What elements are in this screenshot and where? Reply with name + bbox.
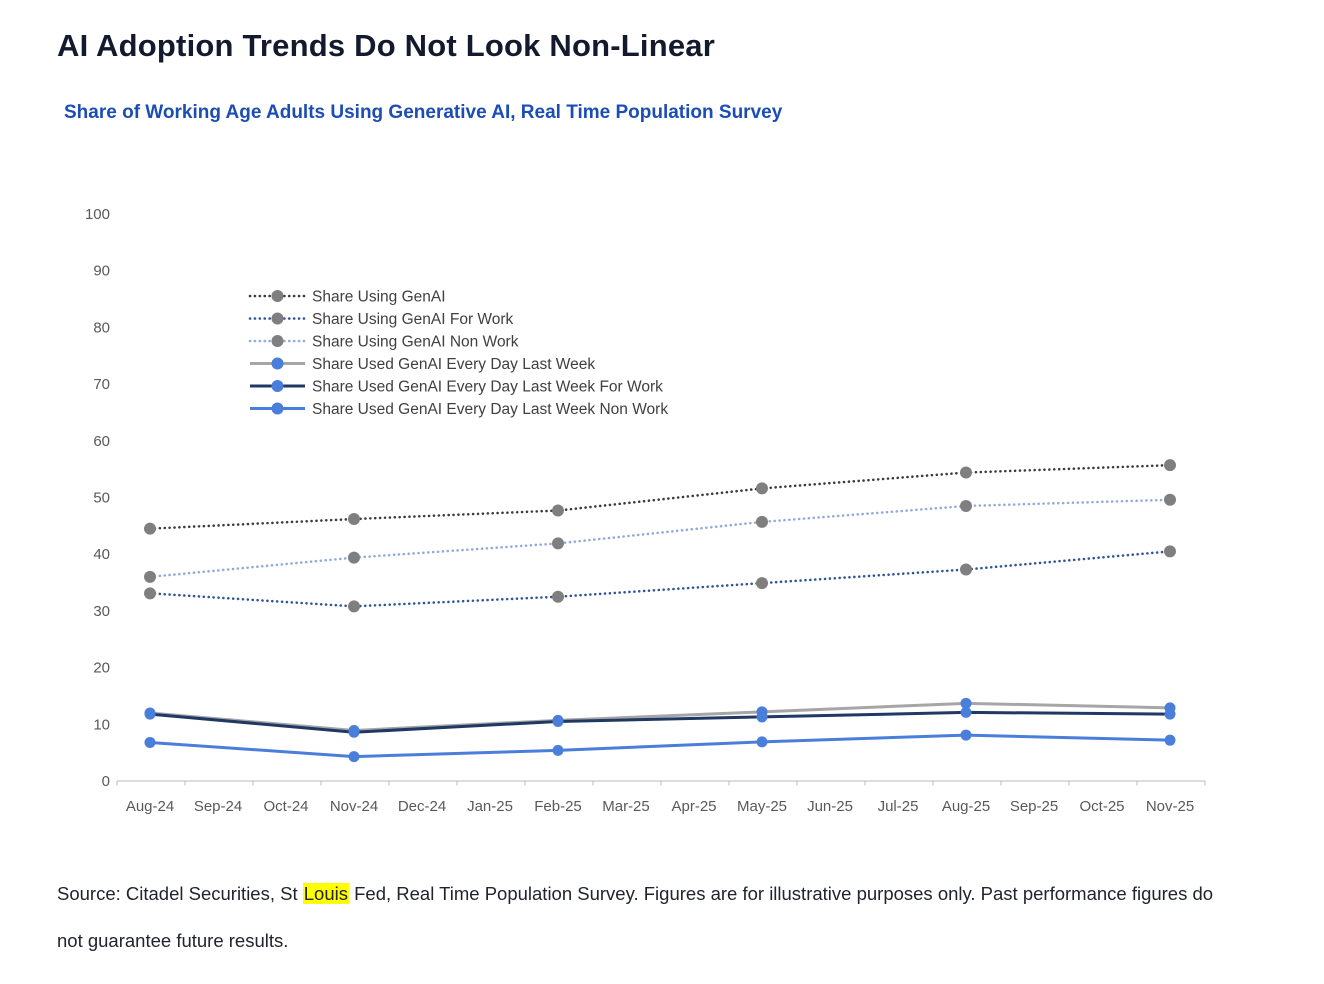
x-axis-label: Dec-24: [398, 798, 446, 815]
x-axis-label: Jul-25: [878, 798, 919, 815]
x-axis-label: Nov-24: [330, 798, 378, 815]
x-axis-label: Mar-25: [602, 798, 650, 815]
y-axis-label: 80: [93, 319, 110, 336]
series-marker-share-using-genai-non-work: [552, 537, 564, 550]
series-marker-share-used-genai-every-day-last-week-for-work: [756, 711, 768, 723]
source-note: Source: Citadel Securities, St Louis Fed…: [57, 870, 1222, 964]
x-axis-label: Sep-25: [1010, 798, 1058, 815]
y-axis-label: 70: [93, 376, 110, 393]
series-marker-share-using-genai-for-work: [1164, 545, 1176, 558]
series-line-share-used-genai-every-day-last-week-for-work: [148, 710, 1172, 734]
series-marker-share-using-genai-non-work: [960, 500, 972, 513]
series-marker-share-used-genai-every-day-last-week-non-work: [756, 736, 768, 748]
y-axis-label: 0: [102, 773, 110, 790]
source-highlighted-word: Louis: [302, 883, 349, 904]
series-marker-share-using-genai: [960, 466, 972, 479]
y-axis-label: 40: [93, 546, 110, 563]
y-axis-label: 100: [85, 206, 110, 223]
x-axis-label: May-25: [737, 798, 787, 815]
legend-marker: [271, 380, 284, 392]
legend-label: Share Using GenAI For Work: [312, 311, 514, 328]
y-axis-label: 10: [93, 716, 110, 733]
legend-label: Share Used GenAI Every Day Last Week For…: [312, 379, 663, 396]
source-text-before: Source: Citadel Securities, St: [57, 883, 303, 904]
legend-item-share-used-genai-every-day-last-week: Share Used GenAI Every Day Last Week: [250, 356, 595, 373]
series-marker-share-using-genai-for-work: [348, 600, 360, 613]
y-axis-label: 30: [93, 603, 110, 620]
series-marker-share-using-genai: [144, 522, 156, 535]
legend-item-share-using-genai-for-work: Share Using GenAI For Work: [248, 311, 514, 328]
series-line-share-using-genai-for-work: [148, 550, 1172, 608]
series-marker-share-used-genai-every-day-last-week-non-work: [960, 729, 972, 741]
legend-label: Share Used GenAI Every Day Last Week: [312, 356, 595, 373]
chart-subtitle: Share of Working Age Adults Using Genera…: [64, 102, 783, 123]
series-marker-share-using-genai-non-work: [144, 570, 156, 583]
series-marker-share-using-genai-non-work: [1164, 493, 1176, 506]
x-axis-label: Aug-25: [942, 798, 990, 815]
legend-marker: [271, 290, 284, 302]
legend-marker: [271, 335, 284, 347]
series-marker-share-used-genai-every-day-last-week-for-work: [348, 726, 360, 738]
series-marker-share-used-genai-every-day-last-week-for-work: [960, 706, 972, 718]
series-marker-share-using-genai: [756, 482, 768, 495]
series-marker-share-used-genai-every-day-last-week-for-work: [552, 715, 564, 727]
series-line-share-used-genai-every-day-last-week: [148, 701, 1172, 733]
series-line-share-using-genai: [148, 463, 1172, 530]
chart-area: 0 10 20 30 40 50 60 70 80 90 100 Aug-24 Sep-24 Oct-24…: [55, 185, 1275, 835]
x-axis-label: Aug-24: [126, 798, 174, 815]
x-axis-label: Jan-25: [467, 798, 513, 815]
x-axis-label: Sep-24: [194, 798, 242, 815]
legend-label: Share Used GenAI Every Day Last Week Non…: [312, 401, 668, 418]
legend-item-share-used-genai-every-day-last-week-non-work: Share Used GenAI Every Day Last Week Non…: [250, 401, 668, 418]
series-marker-share-using-genai: [348, 513, 360, 526]
series-marker-share-used-genai-every-day-last-week-non-work: [144, 736, 156, 748]
series-marker-share-used-genai-every-day-last-week-non-work: [552, 744, 564, 756]
legend-label: Share Using GenAI: [312, 289, 446, 306]
x-axis-label: Nov-25: [1146, 798, 1194, 815]
series-line-share-used-genai-every-day-last-week-non-work: [148, 733, 1172, 759]
series-marker-share-used-genai-every-day-last-week-non-work: [1164, 734, 1176, 746]
series-marker-share-using-genai-non-work: [756, 515, 768, 528]
x-axis-label: Feb-25: [534, 798, 582, 815]
series-marker-share-used-genai-every-day-last-week-non-work: [348, 751, 360, 763]
x-axis-label: Oct-25: [1079, 798, 1124, 815]
x-axis-label: Oct-24: [263, 798, 308, 815]
series-marker-share-using-genai-for-work: [552, 590, 564, 603]
series-marker-share-used-genai-every-day-last-week-for-work: [1164, 708, 1176, 720]
series-marker-share-using-genai: [552, 504, 564, 517]
series-marker-share-using-genai-for-work: [960, 563, 972, 576]
series-marker-share-used-genai-every-day-last-week-for-work: [144, 708, 156, 720]
legend-item-share-using-genai-non-work: Share Using GenAI Non Work: [248, 334, 519, 351]
legend-item-share-used-genai-every-day-last-week-for-work: Share Used GenAI Every Day Last Week For…: [250, 379, 663, 396]
series-marker-share-using-genai: [1164, 459, 1176, 472]
x-axis-label: Jun-25: [807, 798, 853, 815]
series-marker-share-using-genai-for-work: [144, 587, 156, 600]
series-marker-share-using-genai-non-work: [348, 551, 360, 564]
legend-marker: [271, 312, 284, 325]
legend-label: Share Using GenAI Non Work: [312, 334, 519, 351]
y-axis-label: 50: [93, 490, 110, 507]
x-axis-label: Apr-25: [671, 798, 716, 815]
legend-item-share-using-genai: Share Using GenAI: [248, 289, 446, 306]
y-axis-label: 90: [93, 263, 110, 280]
series-line-share-using-genai-non-work: [148, 498, 1172, 579]
series-marker-share-using-genai-for-work: [756, 577, 768, 590]
y-axis-label: 20: [93, 660, 110, 677]
page-title: AI Adoption Trends Do Not Look Non-Linea…: [57, 28, 716, 63]
source-text-after: Fed, Real Time Population Survey. Figure…: [57, 883, 1214, 951]
series-marker-share-used-genai-every-day-last-week: [960, 697, 972, 709]
y-axis-label: 60: [93, 433, 110, 450]
legend-marker: [271, 402, 284, 415]
genai-adoption-line-chart: 0 10 20 30 40 50 60 70 80 90 100 Aug-24 Sep-24 Oct-24…: [85, 206, 1206, 815]
legend-marker: [271, 357, 284, 370]
